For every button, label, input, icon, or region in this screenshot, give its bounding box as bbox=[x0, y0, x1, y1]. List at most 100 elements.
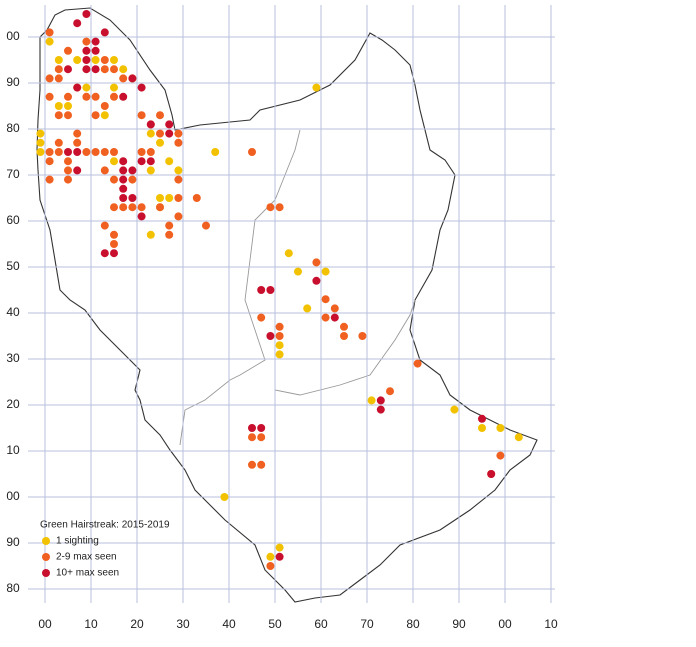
sighting-dot bbox=[321, 295, 330, 304]
sighting-dot bbox=[165, 230, 174, 239]
sighting-dot bbox=[45, 157, 54, 166]
sighting-dot bbox=[146, 157, 155, 166]
sighting-dot bbox=[100, 28, 109, 37]
sighting-dot bbox=[54, 65, 63, 74]
sighting-dot bbox=[36, 148, 45, 156]
sighting-dot bbox=[257, 433, 266, 442]
sighting-dot bbox=[119, 203, 128, 212]
sighting-dot bbox=[165, 221, 174, 230]
y-tick-label: 00 bbox=[6, 489, 20, 503]
sighting-dot bbox=[340, 332, 348, 340]
sighting-dot bbox=[376, 396, 385, 405]
sighting-dot bbox=[119, 65, 128, 74]
dots bbox=[36, 10, 523, 570]
sighting-dot bbox=[312, 83, 321, 92]
sighting-dot bbox=[275, 350, 284, 359]
sighting-dot bbox=[64, 102, 72, 110]
sighting-dot bbox=[73, 129, 82, 138]
sighting-dot bbox=[64, 157, 72, 166]
sighting-dot bbox=[137, 157, 146, 166]
sighting-dot bbox=[266, 552, 275, 561]
sighting-dot bbox=[110, 83, 118, 92]
legend-label: 1 sighting bbox=[56, 536, 99, 547]
x-tick-label: 40 bbox=[222, 617, 236, 631]
sighting-dot bbox=[73, 19, 82, 28]
district-boundary bbox=[274, 299, 416, 396]
y-tick-label: 80 bbox=[6, 581, 20, 595]
sighting-dot bbox=[100, 65, 109, 74]
sighting-dot bbox=[100, 249, 109, 258]
county-outline bbox=[36, 7, 538, 603]
sighting-dot bbox=[82, 83, 91, 92]
sighting-dot bbox=[82, 65, 91, 74]
sighting-dot bbox=[321, 313, 330, 322]
sighting-dot bbox=[45, 148, 54, 156]
sighting-dot bbox=[165, 129, 174, 138]
sighting-dot bbox=[257, 286, 266, 294]
district-boundary bbox=[179, 129, 301, 446]
legend-label: 2-9 max seen bbox=[56, 552, 117, 563]
sighting-dot bbox=[174, 194, 183, 202]
sighting-dot bbox=[128, 166, 137, 175]
sighting-dot bbox=[64, 111, 72, 120]
sighting-dot bbox=[275, 322, 284, 331]
sighting-dot bbox=[73, 56, 82, 64]
sighting-dot bbox=[82, 148, 91, 156]
x-tick-label: 10 bbox=[544, 617, 558, 631]
sighting-dot bbox=[91, 148, 100, 156]
sighting-dot bbox=[257, 460, 266, 469]
sighting-dot bbox=[73, 83, 82, 92]
sighting-dot bbox=[266, 332, 275, 340]
sighting-dot bbox=[174, 175, 183, 184]
sighting-dot bbox=[146, 129, 155, 138]
sighting-dot bbox=[257, 313, 266, 322]
x-tick-label: 80 bbox=[406, 617, 420, 631]
sighting-dot bbox=[119, 194, 128, 202]
sighting-dot bbox=[386, 387, 394, 396]
sighting-dot bbox=[91, 56, 100, 64]
sighting-dot bbox=[54, 102, 63, 110]
sighting-dot bbox=[478, 414, 486, 423]
sighting-dot bbox=[137, 148, 146, 156]
sighting-dot bbox=[110, 240, 118, 248]
sighting-dot bbox=[91, 46, 100, 55]
x-tick-label: 60 bbox=[314, 617, 328, 631]
sighting-dot bbox=[54, 56, 63, 64]
sighting-dot bbox=[110, 65, 118, 74]
sighting-dot bbox=[73, 138, 82, 147]
sighting-dot bbox=[257, 424, 266, 432]
x-tick-label: 90 bbox=[452, 617, 466, 631]
sighting-dot bbox=[128, 175, 137, 184]
sighting-dot bbox=[54, 74, 63, 83]
sighting-dot bbox=[54, 148, 63, 156]
sighting-dot bbox=[137, 212, 146, 221]
y-tick-label: 90 bbox=[6, 535, 20, 549]
x-tick-label: 00 bbox=[498, 617, 512, 631]
y-tick-label: 40 bbox=[6, 305, 20, 319]
sighting-dot bbox=[376, 405, 385, 414]
sighting-dot bbox=[220, 493, 229, 501]
sighting-dot bbox=[100, 102, 109, 110]
sighting-dot bbox=[413, 359, 422, 368]
sighting-dot bbox=[82, 37, 91, 46]
sighting-dot bbox=[165, 194, 174, 202]
sighting-dot bbox=[156, 129, 164, 138]
y-tick-label: 00 bbox=[6, 29, 20, 43]
sighting-dot bbox=[110, 92, 118, 101]
sighting-dot bbox=[275, 332, 284, 340]
sighting-dot bbox=[478, 424, 486, 432]
sighting-dot bbox=[174, 166, 183, 175]
sighting-dot bbox=[156, 111, 164, 120]
sighting-dot bbox=[73, 166, 82, 175]
y-tick-label: 50 bbox=[6, 259, 20, 273]
sighting-dot bbox=[91, 37, 100, 46]
sighting-dot bbox=[119, 157, 128, 166]
sighting-dot bbox=[110, 148, 118, 156]
y-tick-label: 60 bbox=[6, 213, 20, 227]
sighting-dot bbox=[340, 322, 348, 331]
y-tick-label: 80 bbox=[6, 121, 20, 135]
sighting-dot bbox=[82, 56, 91, 64]
sighting-dot bbox=[45, 74, 54, 83]
